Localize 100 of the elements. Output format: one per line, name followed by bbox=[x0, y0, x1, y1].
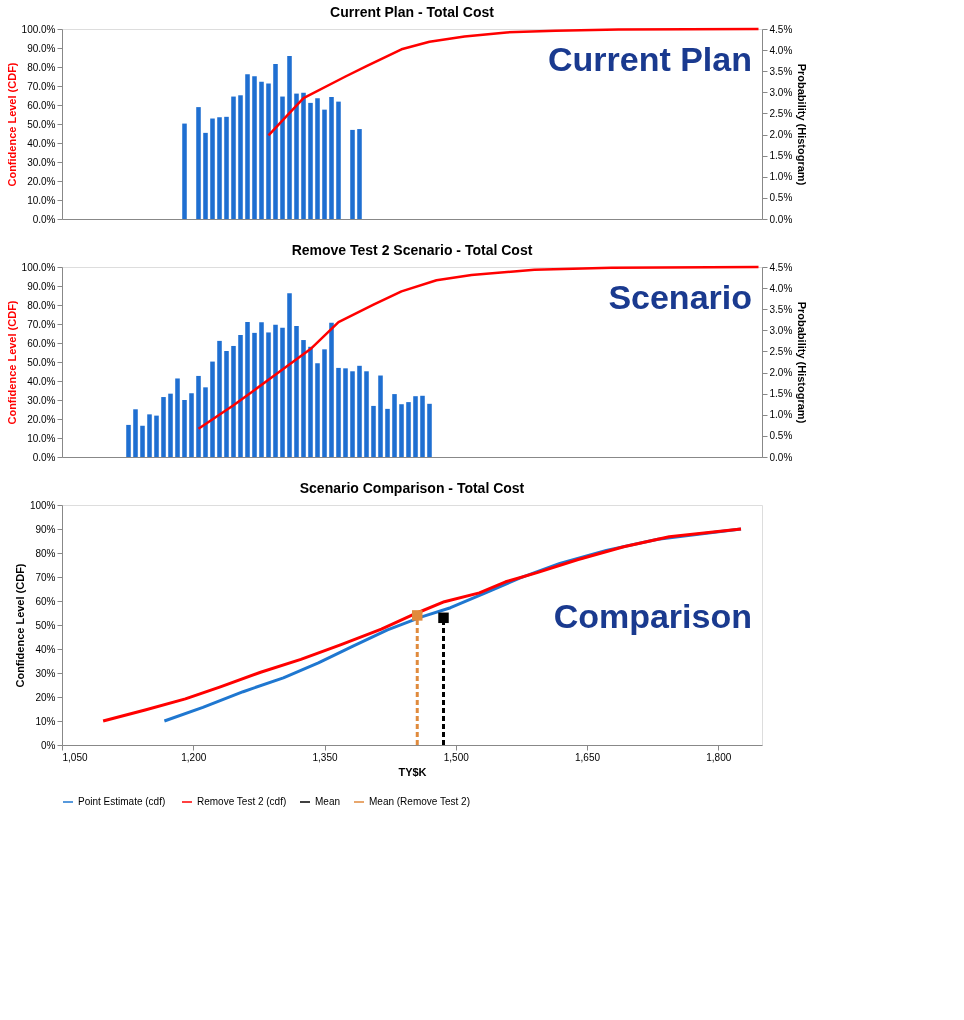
bar bbox=[245, 321, 250, 457]
line-series bbox=[267, 27, 760, 137]
y-tick-label: 70% bbox=[35, 571, 56, 583]
bar bbox=[238, 95, 243, 219]
bar bbox=[259, 322, 264, 457]
bar bbox=[210, 361, 215, 457]
y-tick-label: 70.0% bbox=[27, 80, 56, 92]
y2-tick-label: 0.5% bbox=[769, 430, 793, 442]
annotation: Current Plan bbox=[547, 40, 752, 78]
y-tick-label: 40.0% bbox=[27, 375, 56, 387]
bar bbox=[420, 395, 425, 457]
bar bbox=[280, 96, 285, 219]
bar bbox=[210, 118, 215, 219]
x-tick-label: 1,800 bbox=[706, 751, 732, 763]
bar bbox=[203, 132, 208, 219]
bar bbox=[287, 56, 292, 219]
y-tick-label: 60% bbox=[35, 595, 56, 607]
bar bbox=[224, 351, 229, 457]
bar bbox=[168, 393, 173, 457]
bar bbox=[378, 375, 383, 457]
bar bbox=[336, 367, 341, 457]
bar bbox=[329, 322, 334, 457]
y2-tick-label: 0.0% bbox=[769, 451, 793, 463]
bar bbox=[266, 83, 271, 219]
bar bbox=[315, 363, 320, 457]
y-tick-label: 90.0% bbox=[27, 280, 56, 292]
y2-tick-label: 1.0% bbox=[769, 409, 793, 421]
y-tick-label: 10.0% bbox=[27, 194, 56, 206]
legend-label: Point Estimate (cdf) bbox=[78, 796, 166, 807]
bar bbox=[357, 365, 362, 457]
bar bbox=[350, 129, 355, 219]
y-tick-label: 100.0% bbox=[21, 23, 56, 35]
y-tick-label: 20.0% bbox=[27, 175, 56, 187]
bar bbox=[280, 327, 285, 457]
annotation: Scenario bbox=[608, 278, 752, 316]
y-tick-label: 50% bbox=[35, 619, 56, 631]
bar bbox=[147, 414, 152, 457]
bar bbox=[413, 396, 418, 457]
chart-title: Remove Test 2 Scenario - Total Cost bbox=[291, 242, 533, 258]
bar bbox=[287, 293, 292, 457]
y-tick-label: 10% bbox=[35, 715, 56, 727]
y2-tick-label: 2.0% bbox=[769, 129, 793, 141]
bar bbox=[336, 101, 341, 219]
y-tick-label: 50.0% bbox=[27, 356, 56, 368]
y-tick-label: 50.0% bbox=[27, 118, 56, 130]
bar bbox=[427, 403, 432, 457]
bar bbox=[154, 415, 159, 457]
y2-tick-label: 2.0% bbox=[769, 367, 793, 379]
bar bbox=[294, 326, 299, 457]
bar bbox=[273, 64, 278, 219]
bar bbox=[371, 405, 376, 457]
bar bbox=[126, 424, 131, 457]
bar bbox=[301, 92, 306, 219]
bar bbox=[203, 387, 208, 457]
bar bbox=[392, 394, 397, 457]
bar bbox=[308, 102, 313, 219]
y2-tick-label: 0.0% bbox=[769, 213, 793, 225]
y-tick-label: 60.0% bbox=[27, 99, 56, 111]
bar bbox=[399, 404, 404, 457]
x-tick-label: 1,650 bbox=[574, 751, 601, 763]
y2-tick-label: 0.5% bbox=[769, 192, 793, 204]
y-tick-label: 0.0% bbox=[32, 451, 56, 463]
bar bbox=[252, 76, 257, 219]
y-tick-label: 60.0% bbox=[27, 337, 56, 349]
bar bbox=[161, 397, 166, 457]
line-series bbox=[197, 265, 760, 430]
y2-tick-label: 2.5% bbox=[769, 345, 793, 357]
y-tick-label: 20.0% bbox=[27, 413, 56, 425]
y-tick-label: 80.0% bbox=[27, 299, 56, 311]
bar bbox=[350, 371, 355, 457]
y2-tick-label: 4.5% bbox=[769, 23, 793, 35]
y-tick-label: 30% bbox=[35, 667, 56, 679]
bar bbox=[238, 334, 243, 457]
bar bbox=[224, 116, 229, 219]
y-axis-title: Confidence Level (CDF) bbox=[5, 300, 18, 425]
bar bbox=[406, 402, 411, 457]
y-tick-label: 0% bbox=[41, 739, 56, 751]
bar bbox=[343, 368, 348, 457]
bar bbox=[315, 98, 320, 219]
y-tick-label: 20% bbox=[35, 691, 56, 703]
y-tick-label: 30.0% bbox=[27, 156, 56, 168]
y-tick-label: 40% bbox=[35, 643, 56, 655]
y2-tick-label: 3.5% bbox=[769, 303, 793, 315]
y-axis-title: Confidence Level (CDF) bbox=[5, 62, 18, 187]
x-tick-label: 1,200 bbox=[181, 751, 207, 763]
bar bbox=[175, 378, 180, 457]
bar bbox=[294, 93, 299, 219]
y-tick-label: 30.0% bbox=[27, 394, 56, 406]
bar bbox=[252, 332, 257, 457]
bar bbox=[301, 340, 306, 457]
y2-tick-label: 1.5% bbox=[769, 388, 793, 400]
y2-tick-label: 3.5% bbox=[769, 65, 793, 77]
bar bbox=[385, 408, 390, 457]
legend-label: Mean (Remove Test 2) bbox=[369, 796, 470, 807]
x-tick-label: 1,500 bbox=[443, 751, 470, 763]
y-tick-label: 0.0% bbox=[32, 213, 56, 225]
y-axis-title: Confidence Level (CDF) bbox=[13, 563, 26, 688]
y-tick-label: 80% bbox=[35, 547, 56, 559]
legend-label: Remove Test 2 (cdf) bbox=[197, 796, 287, 807]
y2-tick-label: 4.0% bbox=[769, 44, 793, 56]
